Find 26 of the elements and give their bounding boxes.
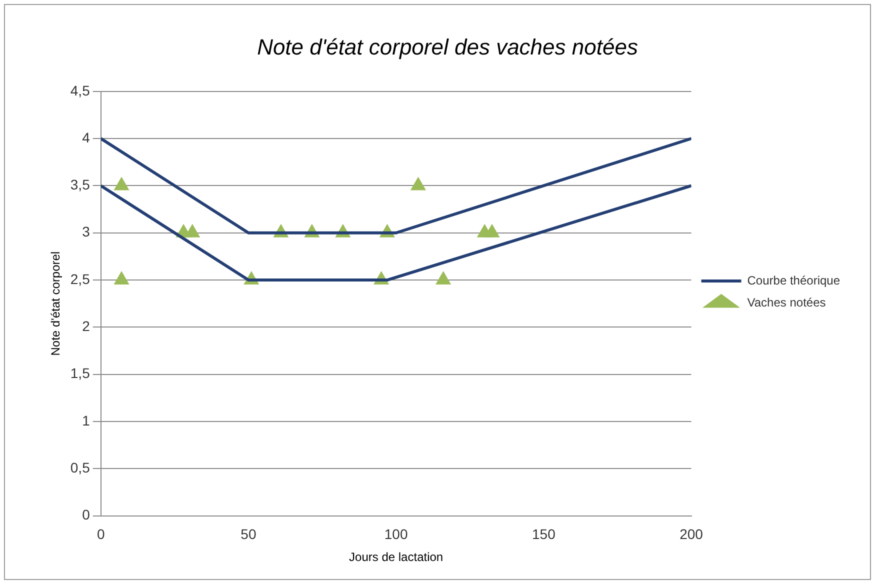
y-tick-label: 0,5 [70,460,90,476]
x-tick-label: 0 [96,526,105,542]
chart-title: Note d'état corporel des vaches notées [257,34,638,60]
x-tick-label: 50 [240,526,256,542]
point [436,272,451,285]
y-tick-label: 2,5 [70,270,90,287]
y-tick-label: 2 [82,318,90,334]
y-axis-title: Note d'état corporel [48,251,63,356]
point [410,177,426,190]
x-axis-title: Jours de lactation [349,550,444,564]
x-tick-label: 200 [680,526,704,542]
y-tick-label: 1 [82,412,90,428]
legend-label: Vaches notées [747,295,826,310]
point [184,224,200,238]
x-tick-label: 150 [532,526,556,542]
point [114,272,129,285]
point [484,224,500,238]
y-tick-label: 3,5 [70,176,90,193]
point [114,177,129,190]
y-tick-label: 1,5 [70,365,90,382]
y-tick-label: 3 [82,224,90,240]
y-tick-label: 4,5 [70,82,90,98]
y-tick-label: 4 [82,129,90,146]
x-tick-label: 100 [384,526,408,542]
y-tick-label: 0 [82,506,90,523]
legend-label: Courbe théorique [747,273,840,288]
